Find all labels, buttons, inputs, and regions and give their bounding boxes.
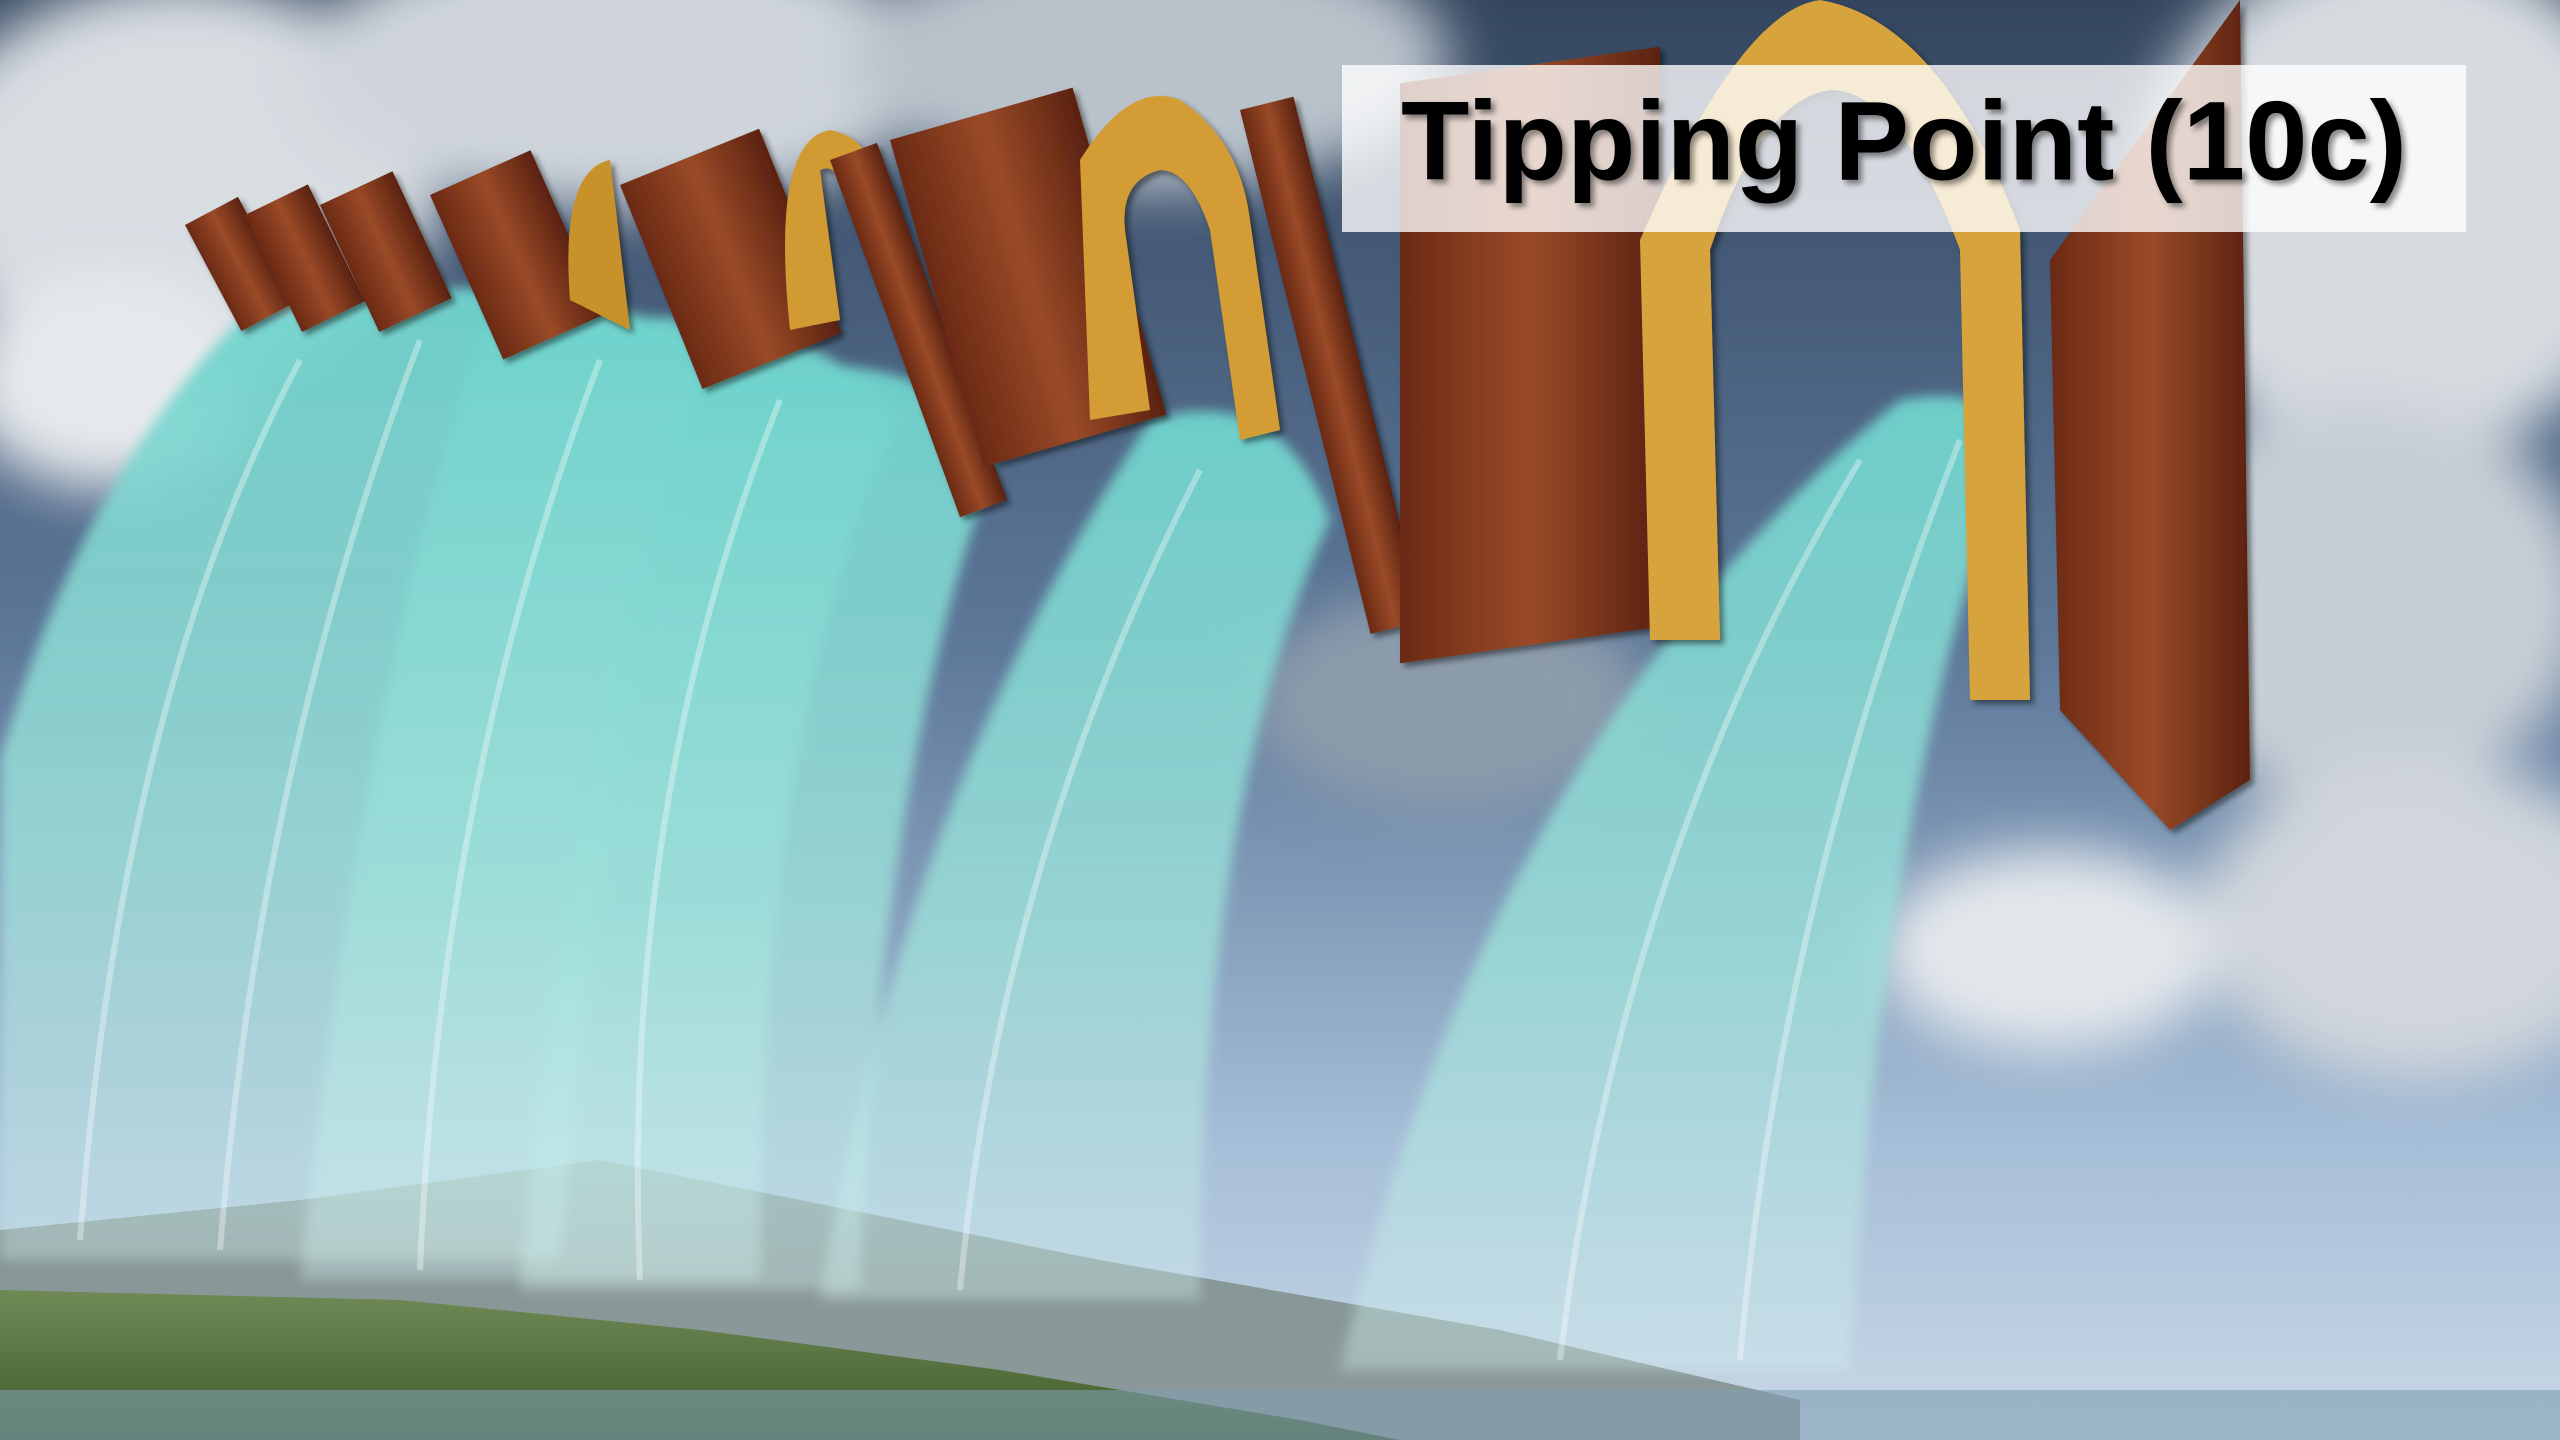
waterfalls (0, 288, 2010, 1370)
water-streaks (77, 338, 1963, 1361)
sea (0, 1390, 2560, 1440)
title-box (1342, 65, 2466, 232)
title: Tipping Point (10c) (1401, 79, 2407, 204)
